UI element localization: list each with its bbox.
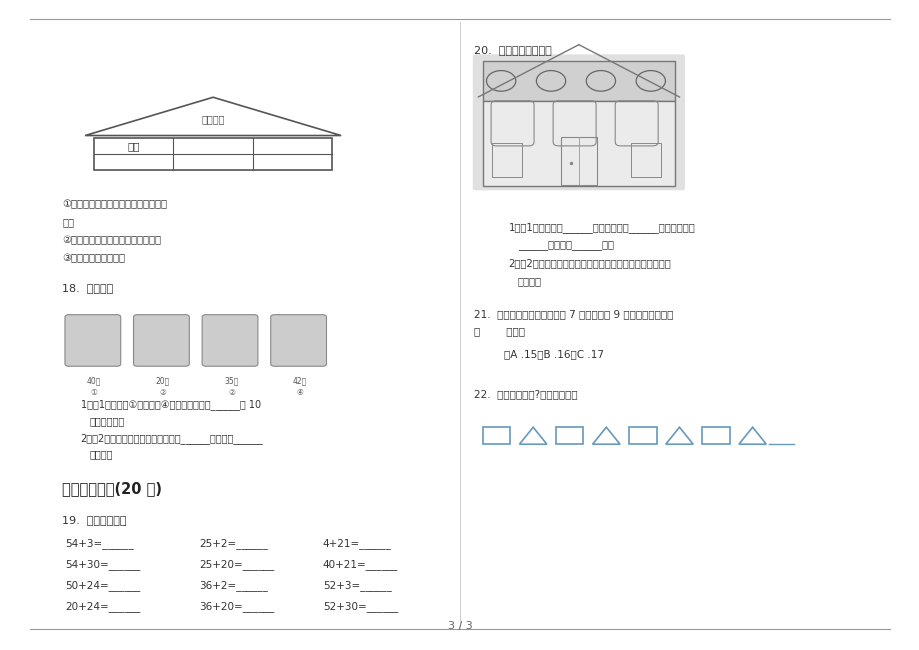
Text: 35元
②: 35元 ② [224,376,238,396]
Text: ③小马的上面是小牛。: ③小马的上面是小牛。 [62,254,125,263]
Text: ①小羊的右边是小鸡，小鸡的下面是小: ①小羊的右边是小鸡，小鸡的下面是小 [62,200,167,209]
Text: 3 / 3: 3 / 3 [448,621,471,631]
Text: 40+21=______: 40+21=______ [323,559,398,570]
Text: 19.  直接写结果。: 19. 直接写结果。 [62,515,127,525]
Text: 25+2=______: 25+2=______ [199,538,267,549]
Text: 2．（2）要买一套衣服最便宜的是买______号上衣和______: 2．（2）要买一套衣服最便宜的是买______号上衣和______ [81,433,263,443]
Text: 4+21=______: 4+21=______ [323,538,391,549]
FancyBboxPatch shape [65,315,120,366]
Bar [630,143,661,177]
Text: 1．（1）三角形有______个，正方形有______个，长方形有: 1．（1）三角形有______个，正方形有______个，长方形有 [508,222,695,233]
Text: ②小猫的左边是小兔，右边是小马。: ②小猫的左边是小兔，右边是小马。 [62,235,161,246]
Text: 涂黑色。: 涂黑色。 [517,276,541,286]
Text: 18.  买衣服。: 18. 买衣服。 [62,283,113,293]
Text: 42元
④: 42元 ④ [292,376,307,396]
Text: （        ）人。: （ ）人。 [473,326,524,336]
Text: 50+24=______: 50+24=______ [65,580,140,591]
FancyBboxPatch shape [133,315,189,366]
Bar [482,101,675,187]
Text: 号裤子。: 号裤子。 [89,449,113,460]
Text: 52+3=______: 52+3=______ [323,580,391,591]
Bar [629,427,656,444]
Text: 22.  接下来画什么?请你圈一圈。: 22. 接下来画什么?请你圈一圈。 [473,389,577,400]
Text: 元的人民币。: 元的人民币。 [89,416,125,426]
FancyBboxPatch shape [472,55,685,190]
Text: 40元
①: 40元 ① [87,376,101,396]
Text: 动物乐园: 动物乐园 [201,114,224,124]
Text: 20+24=______: 20+24=______ [65,601,140,612]
Bar [560,136,596,185]
Bar [482,427,510,444]
Text: 2．（2）三角形涂红色，正方形涂黄色，长方形涂绿色，圆: 2．（2）三角形涂红色，正方形涂黄色，长方形涂绿色，圆 [508,258,671,268]
Text: 54+3=______: 54+3=______ [65,538,133,549]
Text: 36+2=______: 36+2=______ [199,580,267,591]
Text: 20.  填一填，涂一涂。: 20. 填一填，涂一涂。 [473,45,550,55]
Text: 三、应用练习(20 分): 三、应用练习(20 分) [62,481,162,496]
FancyBboxPatch shape [270,315,326,366]
Bar [701,427,729,444]
Text: 猫。: 猫。 [62,217,74,228]
FancyBboxPatch shape [202,315,257,366]
Bar [555,427,583,444]
Bar [492,143,522,177]
Text: 25+20=______: 25+20=______ [199,559,275,570]
Text: A .15　B .16　C .17: A .15 B .16 C .17 [504,349,603,359]
Text: 小羊: 小羊 [128,141,140,151]
Text: 52+30=______: 52+30=______ [323,601,398,612]
Text: 36+20=______: 36+20=______ [199,601,275,612]
Bar [482,61,675,101]
Text: 21.  合唱排练时，淘气左边有 7 人，右边有 9 人。这一排一共有: 21. 合唱排练时，淘气左边有 7 人，右边有 9 人。这一排一共有 [473,309,673,319]
Bar [94,138,332,170]
Text: ______个，圆有______个。: ______个，圆有______个。 [517,240,613,250]
Text: 54+30=______: 54+30=______ [65,559,140,570]
Text: 1．（1）妈妈买①号上衣和④号裤子，需要带______张 10: 1．（1）妈妈买①号上衣和④号裤子，需要带______张 10 [81,399,260,410]
Text: 20元
②: 20元 ② [155,376,170,396]
